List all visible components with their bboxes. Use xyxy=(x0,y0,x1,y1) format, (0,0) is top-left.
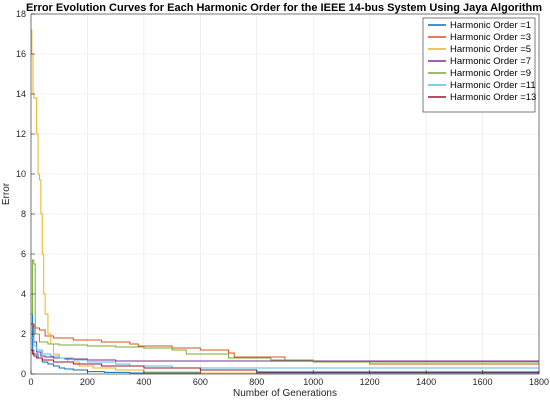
x-tick-label: 800 xyxy=(249,377,264,387)
series-line-6 xyxy=(31,337,539,369)
legend-item-label: Harmonic Order =13 xyxy=(450,92,536,103)
x-tick-label: 1200 xyxy=(360,377,380,387)
series-lines xyxy=(31,29,539,375)
y-axis-label: Error xyxy=(1,182,12,205)
x-axis-label: Number of Generations xyxy=(233,388,337,399)
x-tick-label: 1000 xyxy=(303,377,323,387)
legend-item-label: Harmonic Order =3 xyxy=(450,32,531,43)
series-line-2 xyxy=(31,323,539,365)
y-tick-label: 6 xyxy=(21,249,26,259)
y-tick-label: 8 xyxy=(21,209,26,219)
x-tick-label: 0 xyxy=(28,377,33,387)
y-tick-label: 2 xyxy=(21,329,26,339)
y-tick-label: 10 xyxy=(16,169,26,179)
series-line-5 xyxy=(31,259,539,363)
legend-item-label: Harmonic Order =9 xyxy=(450,68,531,79)
legend-item-label: Harmonic Order =11 xyxy=(450,80,536,91)
x-tick-label: 1400 xyxy=(416,377,436,387)
x-axis-ticks: 0 200 400 600 800 1000 1200 1400 1600 1800 xyxy=(28,370,549,387)
chart-title: Error Evolution Curves for Each Harmonic… xyxy=(26,2,542,14)
x-tick-label: 400 xyxy=(136,377,151,387)
series-line-4 xyxy=(31,323,539,362)
y-tick-label: 14 xyxy=(16,89,26,99)
x-tick-label: 600 xyxy=(193,377,208,387)
legend-item-label: Harmonic Order =5 xyxy=(450,44,531,55)
y-tick-label: 0 xyxy=(21,369,26,379)
series-line-1 xyxy=(31,313,539,374)
y-tick-label: 4 xyxy=(21,289,26,299)
y-tick-label: 12 xyxy=(16,129,26,139)
x-tick-label: 1600 xyxy=(473,377,493,387)
y-tick-label: 16 xyxy=(16,49,26,59)
legend-item-label: Harmonic Order =7 xyxy=(450,56,531,67)
legend-item-label: Harmonic Order =1 xyxy=(450,20,531,31)
x-tick-label: 1800 xyxy=(529,377,549,387)
y-tick-label: 18 xyxy=(16,9,26,19)
series-line-7 xyxy=(31,349,539,373)
y-axis-ticks: 0 2 4 6 8 10 12 14 16 18 xyxy=(16,9,35,379)
series-line-3 xyxy=(31,29,539,375)
x-tick-label: 200 xyxy=(80,377,95,387)
grid xyxy=(30,13,540,375)
plot-frame xyxy=(30,13,540,375)
